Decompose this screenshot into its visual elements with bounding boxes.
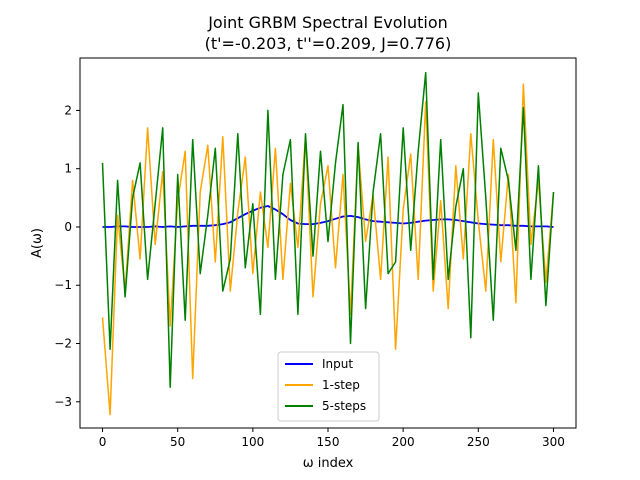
chart-subtitle: (t'=-0.203, t''=0.209, J=0.776): [205, 34, 452, 53]
legend: Input 1-step 5-steps: [277, 351, 380, 422]
x-tick-label: 50: [170, 435, 185, 449]
x-tick-label: 0: [99, 435, 107, 449]
y-tick-label: −3: [54, 395, 72, 409]
y-axis-label: A(ω): [30, 228, 45, 258]
y-tick-label: 2: [64, 103, 72, 117]
legend-label-5-steps: 5-steps: [322, 399, 366, 413]
x-tick-label: 100: [241, 435, 264, 449]
legend-box: [277, 351, 380, 422]
x-tick-label: 150: [317, 435, 340, 449]
series-line-5-steps: [101, 71, 555, 388]
x-tick-label: 300: [542, 435, 565, 449]
x-axis-label: ω index: [303, 456, 354, 471]
y-tick-label: 0: [64, 220, 72, 234]
legend-label-1-step: 1-step: [322, 378, 360, 392]
legend-label-input: Input: [322, 357, 353, 371]
series-line-1-step: [101, 83, 555, 416]
series-layer: [101, 71, 555, 416]
y-tick-label: −1: [54, 278, 72, 292]
y-axis-ticks: −3 −2 −1 0 1 2: [54, 103, 80, 409]
x-axis-ticks: 0 50 100 150 200 250 300: [99, 428, 565, 449]
x-tick-label: 250: [467, 435, 490, 449]
chart-title: Joint GRBM Spectral Evolution: [207, 13, 448, 32]
x-tick-label: 200: [392, 435, 415, 449]
y-tick-label: −2: [54, 337, 72, 351]
y-tick-label: 1: [64, 162, 72, 176]
